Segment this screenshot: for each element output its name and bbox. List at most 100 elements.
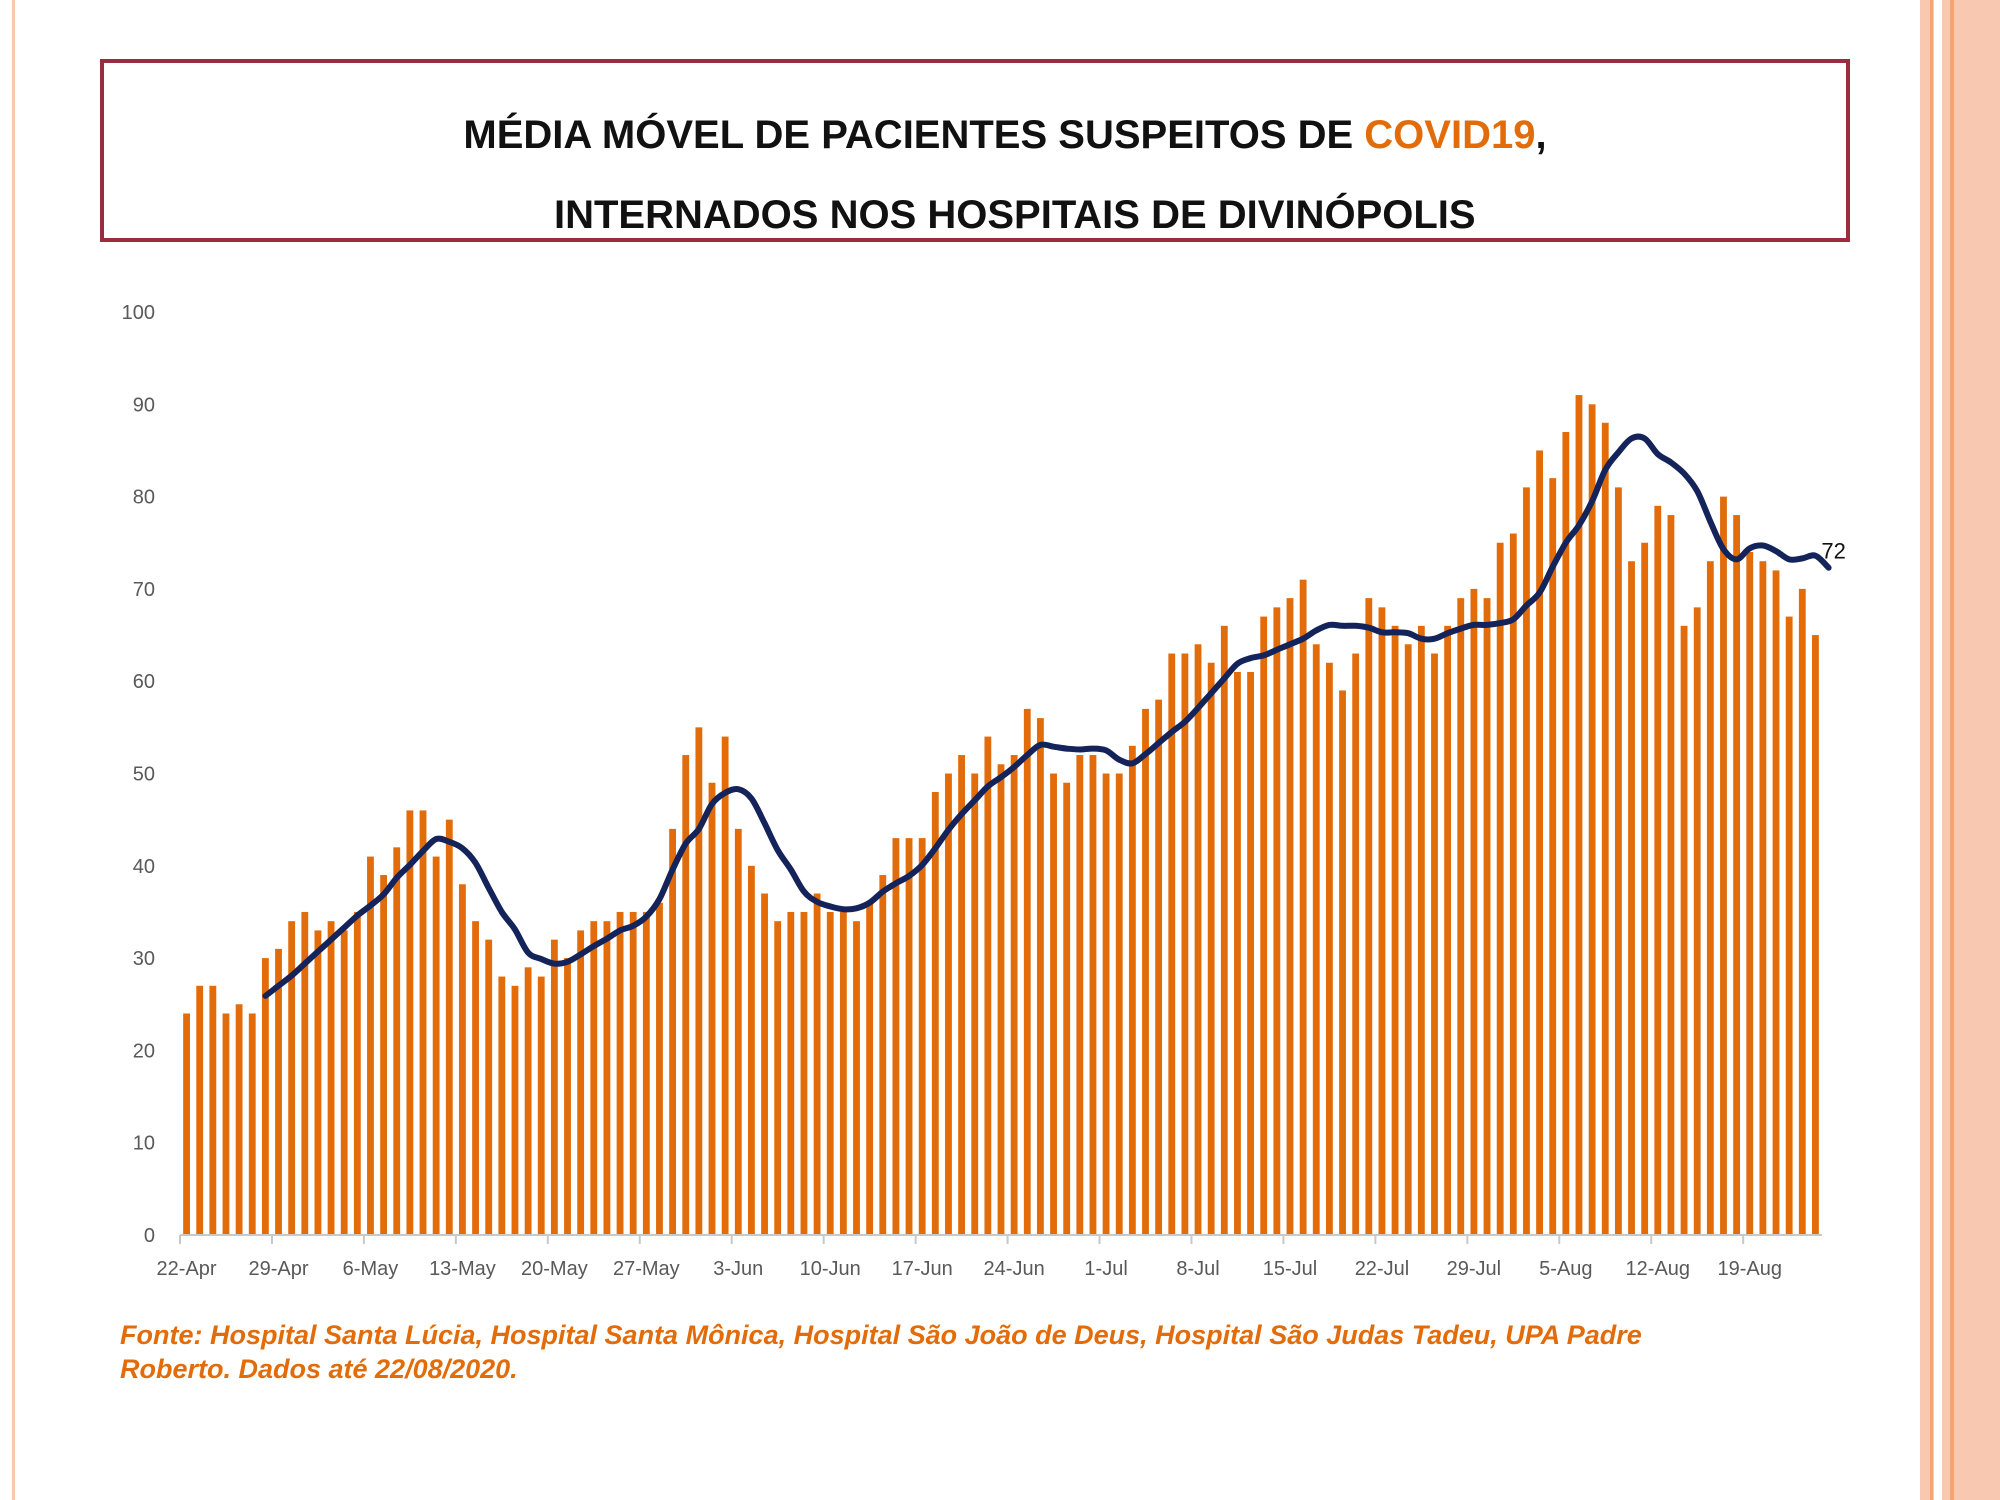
bar — [1050, 773, 1057, 1235]
bar — [1746, 551, 1754, 1235]
bar — [1273, 607, 1281, 1235]
y-tick-label: 0 — [144, 1225, 155, 1247]
bar — [1641, 542, 1649, 1235]
bar — [879, 875, 887, 1235]
x-tick-label: 1-Jul — [1084, 1258, 1127, 1280]
bar — [826, 911, 834, 1235]
bar — [1010, 755, 1018, 1235]
bar — [1168, 653, 1176, 1235]
bar — [656, 902, 663, 1235]
bar — [1523, 487, 1530, 1235]
bar — [1457, 598, 1465, 1235]
y-tick-label: 60 — [133, 671, 155, 693]
moving-average-line — [262, 433, 1832, 999]
y-tick-label: 90 — [133, 394, 155, 416]
bar — [1076, 755, 1084, 1235]
bar — [984, 736, 992, 1235]
moving-average-series — [262, 433, 1832, 999]
bar — [1706, 561, 1714, 1235]
x-tick-label: 29-Jul — [1447, 1258, 1501, 1280]
bar — [537, 976, 545, 1235]
left-margin-line — [12, 0, 15, 1500]
y-tick-label: 80 — [133, 487, 155, 509]
bar — [472, 921, 479, 1235]
bar — [931, 791, 939, 1235]
bar — [1614, 487, 1622, 1235]
bar — [1063, 782, 1071, 1235]
bar — [393, 847, 401, 1235]
bar — [1680, 625, 1688, 1235]
y-tick-label: 70 — [133, 579, 155, 601]
bar — [485, 939, 493, 1235]
x-tick-label: 19-Aug — [1718, 1258, 1783, 1280]
x-tick-label: 24-Jun — [984, 1258, 1045, 1280]
bar — [1325, 662, 1333, 1235]
bar — [1089, 755, 1097, 1235]
bar — [1483, 598, 1491, 1235]
bar — [761, 893, 768, 1235]
bar — [971, 773, 979, 1235]
bar — [1365, 598, 1373, 1235]
bar — [708, 782, 716, 1235]
bar — [813, 893, 821, 1235]
bar — [301, 911, 309, 1235]
x-tick-label: 5-Aug — [1539, 1258, 1592, 1280]
bar — [380, 875, 388, 1235]
bar — [1798, 588, 1806, 1235]
bar — [1155, 699, 1163, 1235]
bar — [945, 773, 952, 1235]
bar — [958, 755, 966, 1235]
bar — [1036, 718, 1044, 1235]
bar — [616, 911, 624, 1235]
bar — [866, 902, 874, 1235]
bar — [445, 819, 453, 1235]
bar-series — [183, 395, 1819, 1236]
bar — [1378, 607, 1386, 1235]
bar — [1759, 561, 1767, 1235]
bar — [695, 727, 703, 1235]
bar — [892, 838, 900, 1235]
x-tick-label: 3-Jun — [713, 1258, 763, 1280]
bar — [327, 921, 335, 1235]
x-tick-label: 20-May — [521, 1258, 588, 1280]
bar — [1509, 533, 1517, 1235]
bar — [1247, 671, 1254, 1235]
bar — [1234, 671, 1241, 1235]
bar — [1588, 404, 1596, 1235]
bar — [1772, 570, 1780, 1235]
bar — [1391, 625, 1399, 1235]
bar — [432, 856, 440, 1235]
bar — [721, 736, 729, 1235]
bar — [1299, 579, 1307, 1235]
bar — [1431, 653, 1438, 1235]
bar — [800, 911, 808, 1235]
bar — [1628, 561, 1635, 1235]
bar — [1115, 773, 1123, 1235]
bar — [1417, 625, 1425, 1235]
title-box: MÉDIA MÓVEL DE PACIENTES SUSPEITOS DE CO… — [100, 59, 1850, 242]
bar — [1536, 450, 1543, 1235]
bar — [1102, 773, 1110, 1235]
bar — [918, 838, 926, 1235]
x-tick-label: 6-May — [343, 1258, 399, 1280]
bar — [1785, 616, 1793, 1235]
bar — [1220, 625, 1228, 1235]
bar — [669, 828, 677, 1235]
bar — [1142, 708, 1149, 1235]
bar — [288, 921, 296, 1235]
bar — [1023, 708, 1031, 1235]
bar — [1549, 478, 1557, 1235]
side-stripe-line-right — [1950, 0, 1954, 1500]
bar — [524, 967, 532, 1235]
bar — [235, 1004, 243, 1235]
bar — [498, 976, 506, 1235]
bar — [1404, 644, 1412, 1235]
title-highlight: COVID19 — [1364, 113, 1536, 157]
bar — [511, 985, 519, 1235]
bar — [1562, 431, 1570, 1235]
source-note: Fonte: Hospital Santa Lúcia, Hospital Sa… — [120, 1320, 1642, 1384]
bar — [774, 921, 782, 1235]
bar — [853, 921, 860, 1235]
bar — [183, 1013, 190, 1235]
